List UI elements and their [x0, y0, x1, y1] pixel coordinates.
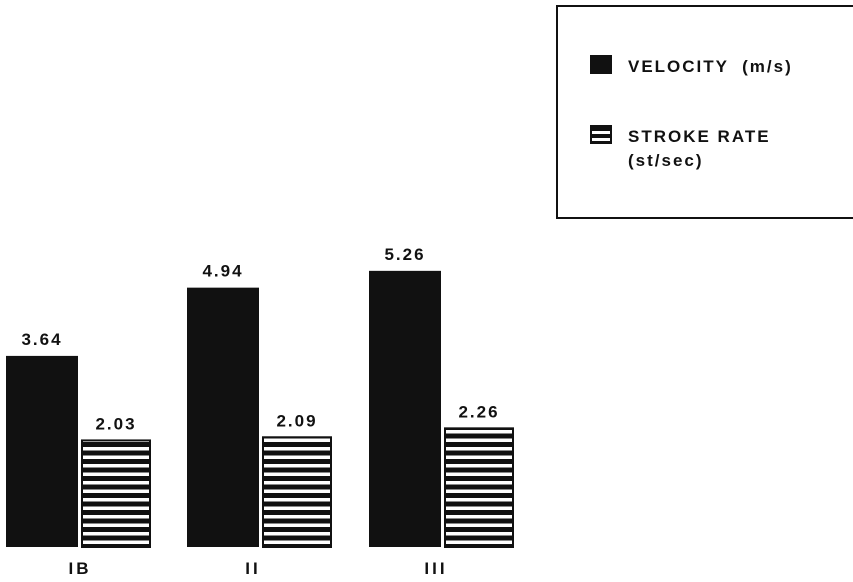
- bar-velocity-iii: [369, 270, 441, 547]
- category-label-ib: IB: [69, 559, 92, 578]
- category-label-iii: III: [424, 559, 447, 578]
- value-label-stroke-rate-iii: 2.26: [458, 402, 499, 421]
- legend-swatch-stroke-rate: [590, 125, 612, 144]
- bar-stroke-rate-iii: [444, 427, 514, 549]
- legend-entry-velocity: VELOCITY (m/s): [590, 55, 838, 79]
- value-label-stroke-rate-ib: 2.03: [95, 414, 136, 433]
- legend-label-velocity: VELOCITY (m/s): [628, 57, 793, 76]
- bar-stroke-rate-ii: [262, 436, 332, 548]
- chart-legend: VELOCITY (m/s) STROKE RATE (st/sec): [556, 5, 853, 219]
- category-label-ii: II: [245, 559, 260, 578]
- legend-label-stroke-rate: STROKE RATE (st/sec): [628, 127, 771, 170]
- legend-swatch-velocity: [590, 55, 612, 74]
- bar-velocity-ii: [187, 287, 259, 547]
- bar-velocity-ib: [6, 355, 78, 547]
- value-label-velocity-ib: 3.64: [21, 330, 62, 349]
- bar-stroke-rate-ib: [81, 439, 151, 548]
- value-label-velocity-ii: 4.94: [202, 262, 243, 281]
- legend-entry-stroke-rate: STROKE RATE (st/sec): [590, 125, 838, 173]
- value-label-velocity-iii: 5.26: [384, 245, 425, 264]
- value-label-stroke-rate-ii: 2.09: [276, 411, 317, 430]
